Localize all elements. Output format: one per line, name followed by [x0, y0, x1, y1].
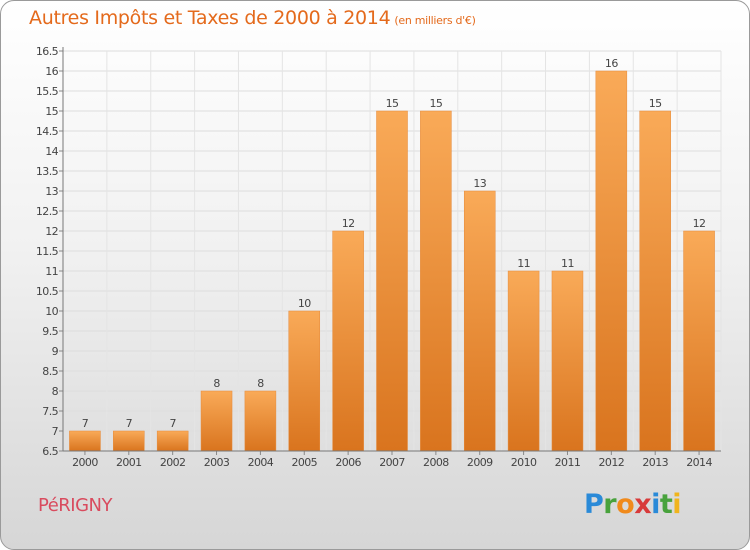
bar-2014: [683, 230, 715, 452]
bar-2004: [244, 390, 277, 452]
y-tick-label: 7: [52, 425, 59, 438]
data-label: 15: [429, 97, 442, 110]
x-tick-label: 2010: [511, 456, 537, 469]
y-tick-label: 8: [52, 385, 59, 398]
x-tick-label: 2009: [467, 456, 493, 469]
bar-2008: [420, 110, 452, 452]
logo-letter: r: [603, 489, 617, 520]
bar-2005: [288, 310, 321, 452]
bar-2010: [507, 270, 540, 452]
logo-letter: i: [672, 489, 682, 520]
y-tick-label: 12: [45, 225, 58, 238]
data-label: 11: [561, 257, 574, 270]
data-label: 10: [298, 297, 311, 310]
data-label: 16: [605, 57, 618, 70]
y-tick-label: 14: [45, 145, 58, 158]
x-tick-label: 2011: [555, 456, 581, 469]
bar-2013: [639, 110, 671, 452]
chart-title-text: Autres Impôts et Taxes de 2000 à 2014: [29, 7, 391, 29]
logo-letter: t: [659, 489, 673, 520]
data-label: 8: [257, 377, 264, 390]
x-tick-label: 2012: [599, 456, 625, 469]
data-label: 15: [386, 97, 399, 110]
data-label: 8: [213, 377, 220, 390]
y-tick-label: 11: [45, 265, 58, 278]
y-tick-label: 15.5: [36, 85, 59, 98]
data-label: 7: [126, 417, 133, 430]
data-label: 12: [342, 217, 355, 230]
bar-2006: [332, 230, 364, 452]
data-label: 11: [517, 257, 530, 270]
y-tick-label: 9.5: [42, 325, 58, 338]
x-tick-label: 2013: [642, 456, 668, 469]
y-tick-label: 15: [45, 105, 58, 118]
y-tick-label: 10: [45, 305, 58, 318]
x-tick-label: 2003: [204, 456, 230, 469]
x-tick-label: 2001: [116, 456, 142, 469]
logo-letter: i: [651, 489, 660, 520]
y-tick-label: 14.5: [36, 125, 59, 138]
x-tick-label: 2000: [72, 456, 98, 469]
proxiti-logo[interactable]: Proxiti: [584, 489, 682, 520]
x-tick-label: 2008: [423, 456, 449, 469]
y-tick-label: 12.5: [36, 205, 59, 218]
logo-letter: P: [584, 489, 604, 520]
bar-layer: 7 7 7 8 8 10 12 15 15 13 11 11 16 15 12: [69, 57, 715, 452]
chart-unit: (en milliers d'€): [394, 14, 476, 27]
data-label: 12: [693, 217, 706, 230]
logo-letter: x: [634, 489, 652, 520]
chart-title: Autres Impôts et Taxes de 2000 à 2014 (en…: [29, 7, 476, 29]
bar-2007: [376, 110, 408, 452]
y-tick-label: 9: [52, 345, 59, 358]
y-tick-label: 10.5: [36, 285, 59, 298]
data-label: 13: [473, 177, 486, 190]
y-tick-label: 7.5: [42, 405, 58, 418]
axis-layer: 6.5 7 7.5 8 8.5 9 9.5 10 10.5 11 11.5 12 12.5 13 13.5 1…: [36, 45, 721, 469]
bar-2002: [156, 430, 189, 452]
data-label: 7: [82, 417, 89, 430]
logo-letter: o: [616, 489, 635, 520]
y-tick-label: 13.5: [36, 165, 59, 178]
data-label: 7: [169, 417, 176, 430]
x-tick-label: 2004: [248, 456, 274, 469]
bar-2011: [551, 270, 584, 452]
y-tick-label: 16.5: [36, 45, 59, 58]
x-tick-label: 2005: [291, 456, 317, 469]
x-tick-label: 2002: [160, 456, 186, 469]
y-tick-label: 8.5: [42, 365, 58, 378]
y-tick-label: 6.5: [42, 445, 58, 458]
data-label: 15: [649, 97, 662, 110]
town-name: PéRIGNY: [38, 495, 113, 516]
bar-2003: [200, 390, 233, 452]
bar-2000: [69, 430, 101, 452]
y-tick-label: 13: [45, 185, 58, 198]
x-tick-label: 2006: [335, 456, 361, 469]
bar-2009: [463, 190, 496, 452]
y-tick-label: 11.5: [36, 245, 59, 258]
bar-2012: [595, 70, 628, 452]
x-tick-label: 2007: [379, 456, 405, 469]
y-tick-label: 16: [45, 65, 58, 78]
bar-2001: [113, 430, 145, 452]
x-tick-label: 2014: [686, 456, 712, 469]
